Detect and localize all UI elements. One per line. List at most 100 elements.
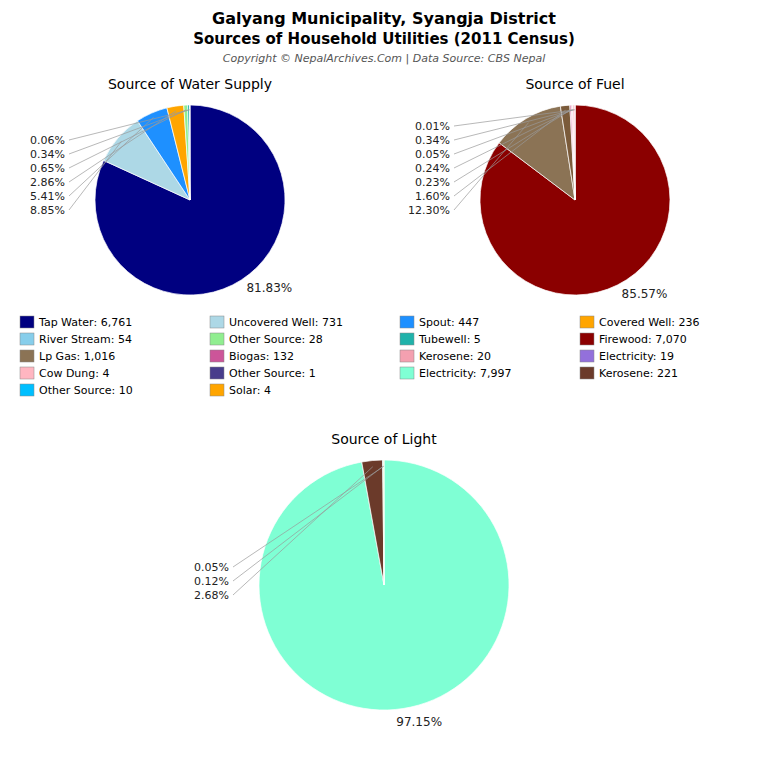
data-label: 5.41% xyxy=(30,190,65,203)
data-label: 0.01% xyxy=(415,120,450,133)
legend-label: Other Source: 1 xyxy=(229,367,316,380)
legend: Tap Water: 6,761 River Stream: 54 Lp Gas: … xyxy=(20,316,700,397)
leader-line xyxy=(454,110,574,140)
legend-swatch xyxy=(20,316,34,328)
legend-swatch xyxy=(210,316,224,328)
legend-item: Tap Water: 6,761 xyxy=(20,316,132,329)
leader-line xyxy=(69,141,121,210)
legend-item: Kerosene: 20 xyxy=(400,350,491,363)
slice xyxy=(189,105,190,200)
data-label: 0.05% xyxy=(194,561,229,574)
data-label: 8.85% xyxy=(30,204,65,217)
legend-label: Tubewell: 5 xyxy=(418,333,481,346)
data-label: 1.60% xyxy=(415,190,450,203)
legend-label: Tap Water: 6,761 xyxy=(38,316,132,329)
legend-item: Biogas: 132 xyxy=(210,350,294,363)
legend-label: Kerosene: 20 xyxy=(419,350,491,363)
legend-swatch xyxy=(400,316,414,328)
data-label: 0.06% xyxy=(30,134,65,147)
legend-item: Covered Well: 236 xyxy=(580,316,700,329)
legend-item: Solar: 4 xyxy=(210,384,271,397)
slice xyxy=(573,105,575,200)
legend-label: Lp Gas: 1,016 xyxy=(39,350,115,363)
data-labels: 97.15%2.68%0.12%0.05% xyxy=(194,466,442,729)
data-label: 2.86% xyxy=(30,176,65,189)
pie-chart: Source of Fuel85.57%12.30%1.60%0.23%0.24… xyxy=(408,76,670,301)
legend-swatch xyxy=(210,350,224,362)
slices xyxy=(259,460,509,710)
legend-item: Spout: 447 xyxy=(400,316,479,329)
slice xyxy=(574,105,575,200)
legend-label: River Stream: 54 xyxy=(39,333,132,346)
legend-item: River Stream: 54 xyxy=(20,333,132,346)
legend-swatch xyxy=(210,384,224,396)
leader-line xyxy=(69,110,189,154)
legend-swatch xyxy=(580,316,594,328)
legend-swatch xyxy=(400,333,414,345)
data-label: 0.34% xyxy=(30,148,65,161)
legend-swatch xyxy=(20,384,34,396)
annotation: Copyright © NepalArchives.Com | Data Sou… xyxy=(223,52,545,65)
legend-label: Other Source: 28 xyxy=(229,333,323,346)
leader-line xyxy=(69,110,190,140)
data-label: 0.23% xyxy=(415,176,450,189)
legend-label: Kerosene: 221 xyxy=(599,367,678,380)
legend-item: Other Source: 1 xyxy=(210,367,316,380)
legend-label: Biogas: 132 xyxy=(229,350,294,363)
legend-item: Electricity: 7,997 xyxy=(400,367,512,380)
legend-swatch xyxy=(20,333,34,345)
legend-label: Electricity: 7,997 xyxy=(419,367,512,380)
leader-line xyxy=(69,110,186,168)
legend-label: Electricity: 19 xyxy=(599,350,674,363)
legend-item: Other Source: 28 xyxy=(210,333,323,346)
pie-title: Source of Water Supply xyxy=(108,76,272,92)
legend-label: Other Source: 10 xyxy=(39,384,133,397)
data-label: 0.24% xyxy=(415,162,450,175)
pie-chart: Source of Light 97.15%2.68%0.12%0.05% xyxy=(194,431,509,729)
slice xyxy=(383,460,384,585)
subtitle: Sources of Household Utilities (2011 Cen… xyxy=(193,30,575,48)
legend-item: Firewood: 7,070 xyxy=(580,333,687,346)
slice xyxy=(184,105,190,200)
leader-line xyxy=(233,467,373,595)
legend-item: Lp Gas: 1,016 xyxy=(20,350,115,363)
chart: Galyang Municipality, Syangja District So… xyxy=(0,0,768,768)
legend-item: Kerosene: 221 xyxy=(580,367,678,380)
title: Galyang Municipality, Syangja District xyxy=(212,9,556,28)
slice xyxy=(570,105,575,200)
legend-label: Cow Dung: 4 xyxy=(39,367,110,380)
legend-item: Other Source: 10 xyxy=(20,384,133,397)
data-label: 0.34% xyxy=(415,134,450,147)
slice xyxy=(560,105,575,200)
data-label: 12.30% xyxy=(408,204,450,217)
data-label: 85.57% xyxy=(622,287,668,301)
pie-chart: Source of Water Supply 81.83% 8.85%5.41%2.… xyxy=(30,76,292,295)
data-labels: 85.57%12.30%1.60%0.23%0.24%0.05%0.34%0.0… xyxy=(408,110,667,301)
leader-line xyxy=(454,110,572,168)
legend-label: Uncovered Well: 731 xyxy=(229,316,343,329)
slice xyxy=(167,105,190,200)
legend-swatch xyxy=(20,350,34,362)
leader-line xyxy=(454,110,571,182)
slice xyxy=(259,460,509,710)
legend-swatch xyxy=(400,367,414,379)
legend-label: Covered Well: 236 xyxy=(599,316,700,329)
slice xyxy=(571,105,575,200)
legend-swatch xyxy=(580,350,594,362)
pie-title: Source of Light xyxy=(331,431,437,447)
data-labels: 81.83% 8.85%5.41%2.86%0.65%0.34%0.06% xyxy=(30,110,292,295)
legend-label: Spout: 447 xyxy=(419,316,479,329)
legend-swatch xyxy=(580,367,594,379)
legend-swatch xyxy=(20,367,34,379)
legend-swatch xyxy=(210,367,224,379)
slice xyxy=(573,105,575,200)
leader-line xyxy=(233,466,383,581)
legend-swatch xyxy=(400,350,414,362)
legend-label: Firewood: 7,070 xyxy=(599,333,687,346)
leader-line xyxy=(454,123,529,210)
leader-line xyxy=(454,110,575,126)
data-label: 81.83% xyxy=(246,281,292,295)
slice xyxy=(383,460,384,585)
legend-label: Solar: 4 xyxy=(229,384,271,397)
data-label: 0.65% xyxy=(30,162,65,175)
